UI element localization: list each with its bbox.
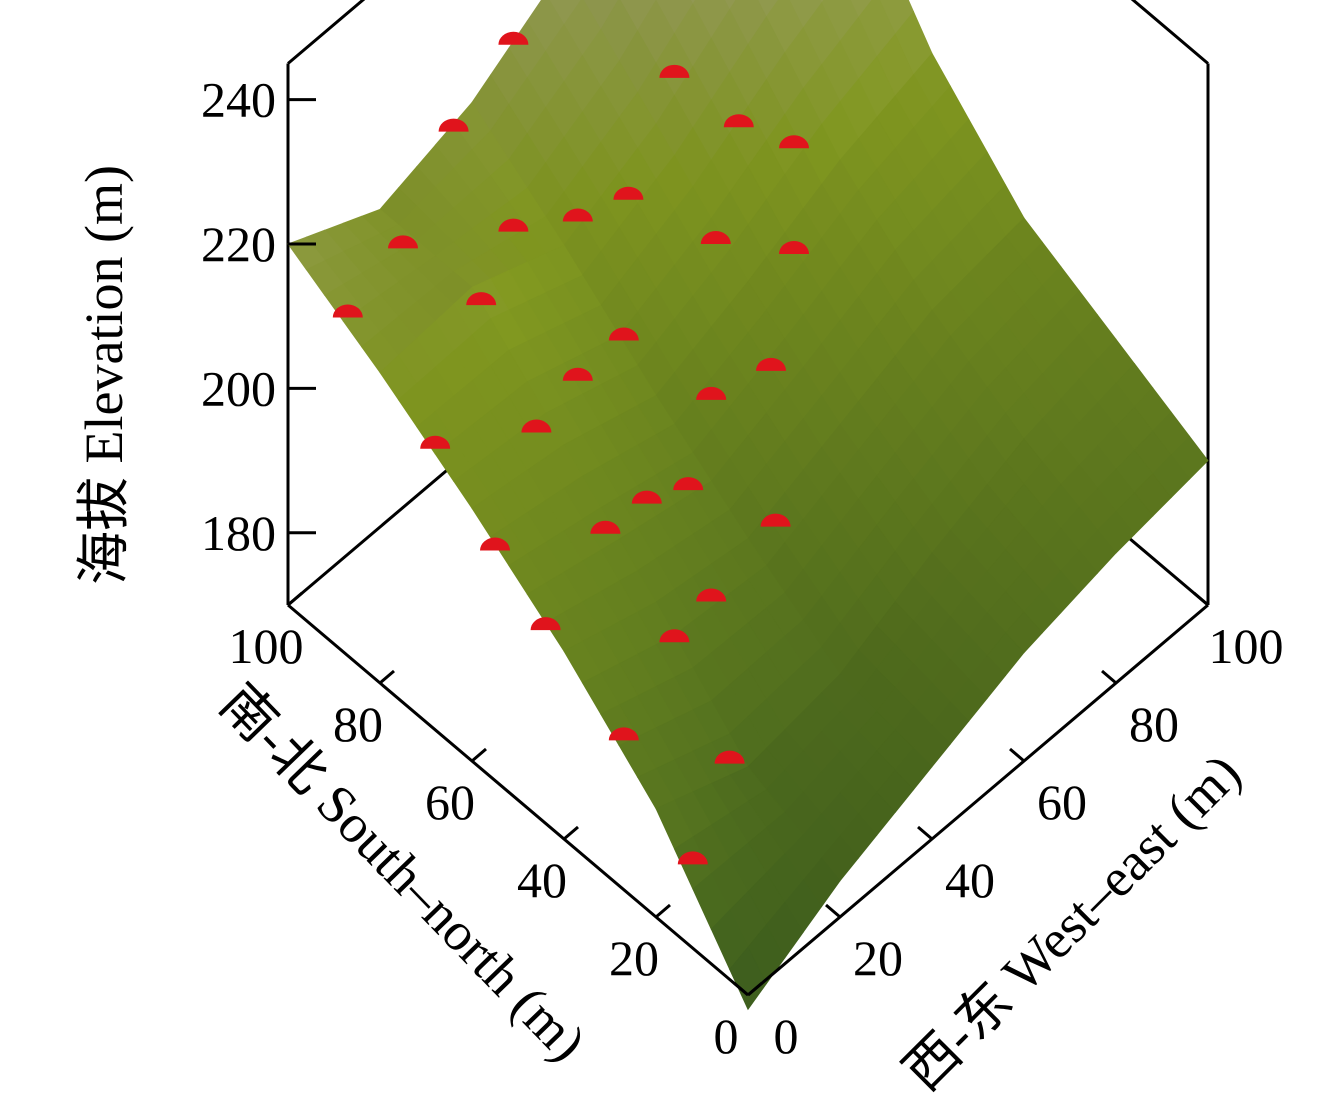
west-east-tick-label: 0 bbox=[774, 1008, 799, 1064]
south-north-tick-label: 80 bbox=[333, 696, 383, 752]
sample-point bbox=[498, 31, 529, 45]
sample-point bbox=[562, 208, 593, 222]
sample-point bbox=[760, 513, 791, 527]
sample-point bbox=[779, 135, 809, 149]
sample-point bbox=[590, 520, 621, 534]
west-east-tick-label: 40 bbox=[945, 852, 995, 908]
sample-point bbox=[466, 292, 497, 306]
sample-point bbox=[562, 367, 593, 381]
west-east-tick-label: 60 bbox=[1037, 774, 1087, 830]
sample-point bbox=[438, 118, 469, 132]
sample-point bbox=[498, 218, 529, 232]
south-north-tick bbox=[655, 903, 671, 919]
south-north-tick bbox=[747, 981, 763, 997]
sample-point bbox=[659, 64, 690, 78]
south-north-tick-label: 20 bbox=[609, 930, 659, 986]
south-north-tick-label: 0 bbox=[714, 1008, 739, 1064]
elevation-tick-label: 200 bbox=[201, 360, 276, 416]
z-axis-title: 海拔 Elevation (m) bbox=[74, 165, 134, 585]
south-north-tick-label: 40 bbox=[517, 852, 567, 908]
surface-cell bbox=[724, 0, 737, 11]
elevation-tick-label: 240 bbox=[201, 72, 276, 128]
south-north-tick-label: 60 bbox=[425, 774, 475, 830]
south-north-tick bbox=[563, 825, 579, 841]
west-east-tick-label: 100 bbox=[1209, 618, 1284, 674]
west-east-axis bbox=[747, 603, 1209, 997]
sample-point bbox=[696, 386, 727, 400]
west-east-tick bbox=[1101, 669, 1117, 685]
sample-points bbox=[332, 31, 809, 865]
south-north-axis bbox=[287, 603, 749, 997]
sample-point bbox=[714, 750, 745, 764]
sample-point bbox=[608, 727, 639, 741]
south-north-tick-label: 100 bbox=[229, 618, 304, 674]
sample-point bbox=[521, 419, 552, 433]
sample-point bbox=[631, 490, 662, 504]
front-frame bbox=[287, 603, 1209, 997]
south-north-tick bbox=[471, 747, 487, 763]
sample-point bbox=[700, 231, 731, 245]
axis-ticks: 0 20 40 60 80 100 0 20 40 60 80 100 180 200 220 240 bbox=[201, 72, 1284, 1064]
sample-point bbox=[677, 851, 708, 865]
elevation-tick-label: 220 bbox=[201, 216, 276, 272]
west-east-tick bbox=[1193, 591, 1209, 607]
south-north-tick bbox=[287, 591, 303, 607]
sample-point bbox=[659, 629, 690, 643]
sample-point bbox=[723, 114, 754, 128]
west-east-tick-label: 20 bbox=[853, 930, 903, 986]
elevation-tick-label: 180 bbox=[201, 505, 276, 561]
west-east-tick bbox=[917, 825, 933, 841]
sample-point bbox=[480, 537, 510, 551]
surface-cell bbox=[690, 0, 696, 6]
west-east-tick bbox=[825, 903, 841, 919]
west-east-tick bbox=[1009, 747, 1025, 763]
surface-cell bbox=[757, 0, 779, 18]
sample-point bbox=[608, 327, 639, 341]
sample-point bbox=[673, 477, 704, 491]
sample-point bbox=[388, 235, 418, 249]
west-east-tick-label: 80 bbox=[1129, 696, 1179, 752]
sample-point bbox=[332, 304, 363, 318]
sample-point bbox=[756, 357, 786, 371]
west-east-tick bbox=[733, 981, 749, 997]
sample-point bbox=[779, 241, 809, 254]
elevation-surface bbox=[287, 0, 1209, 1011]
sample-point bbox=[613, 186, 644, 200]
sample-point bbox=[696, 588, 727, 602]
sample-point bbox=[420, 435, 451, 449]
south-north-tick bbox=[379, 669, 395, 685]
sample-point bbox=[530, 617, 561, 631]
